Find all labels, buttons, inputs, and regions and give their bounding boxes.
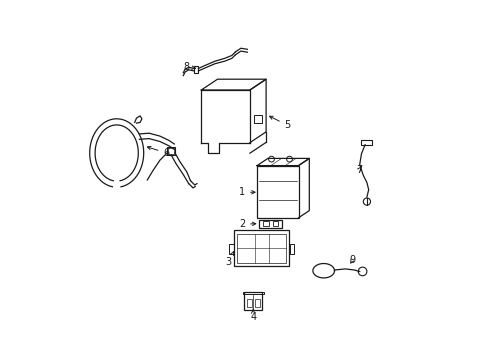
Bar [167, 147, 175, 155]
Bar [247, 299, 251, 307]
Bar [263, 221, 268, 226]
Bar [361, 140, 371, 145]
Bar [257, 166, 298, 218]
Text: 1: 1 [239, 187, 255, 197]
Bar [272, 221, 278, 226]
Bar [244, 292, 261, 310]
Bar [255, 299, 259, 307]
Bar [168, 148, 174, 154]
Text: 9: 9 [349, 255, 355, 265]
Bar [233, 230, 289, 266]
Bar [237, 234, 285, 263]
Text: 2: 2 [238, 219, 255, 229]
Text: 6: 6 [147, 147, 169, 158]
Text: 7: 7 [355, 165, 362, 175]
Bar [242, 292, 263, 294]
Text: 3: 3 [225, 252, 233, 267]
Bar [194, 66, 198, 73]
Bar [289, 244, 293, 254]
Text: 5: 5 [269, 116, 290, 130]
Text: 4: 4 [249, 309, 256, 322]
Bar [258, 220, 282, 228]
Bar [229, 244, 233, 254]
Text: 8: 8 [183, 62, 195, 72]
Bar [253, 115, 262, 123]
